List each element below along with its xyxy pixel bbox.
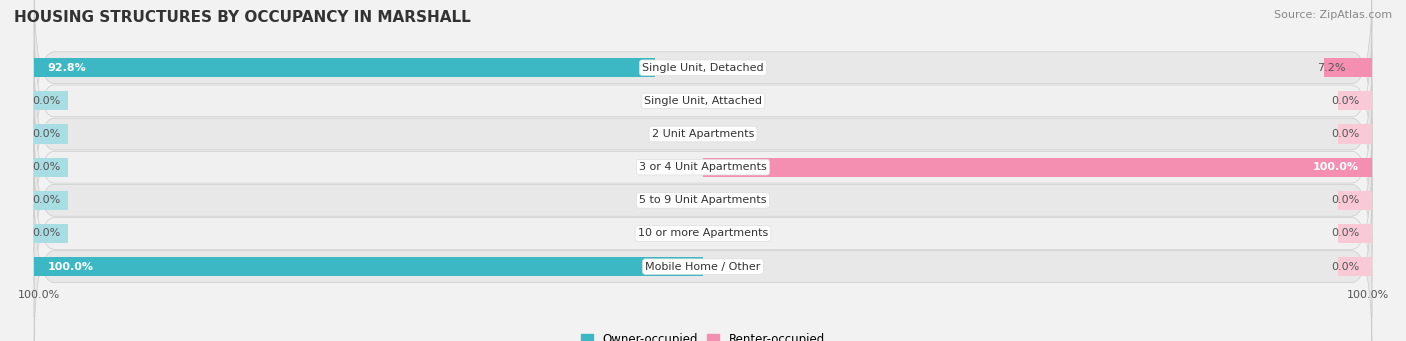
Bar [34,191,67,210]
Bar [34,124,67,144]
FancyBboxPatch shape [34,17,1372,184]
FancyBboxPatch shape [34,0,1372,151]
Text: 0.0%: 0.0% [1331,96,1360,106]
FancyBboxPatch shape [34,117,1372,284]
Bar [1323,58,1372,77]
Text: 2 Unit Apartments: 2 Unit Apartments [652,129,754,139]
Text: 10 or more Apartments: 10 or more Apartments [638,228,768,238]
Bar [1339,257,1372,276]
Bar [34,257,703,276]
Text: 92.8%: 92.8% [48,63,86,73]
Text: 0.0%: 0.0% [1331,262,1360,272]
Text: Single Unit, Attached: Single Unit, Attached [644,96,762,106]
FancyBboxPatch shape [34,183,1372,341]
Text: 0.0%: 0.0% [32,162,60,172]
Text: 3 or 4 Unit Apartments: 3 or 4 Unit Apartments [640,162,766,172]
Bar [1339,224,1372,243]
FancyBboxPatch shape [34,150,1372,317]
Bar [34,91,67,110]
Text: Single Unit, Detached: Single Unit, Detached [643,63,763,73]
Text: 100.0%: 100.0% [1312,162,1358,172]
Text: 0.0%: 0.0% [1331,129,1360,139]
Bar [34,224,67,243]
Text: 7.2%: 7.2% [1317,63,1346,73]
Bar [1339,124,1372,144]
FancyBboxPatch shape [34,50,1372,218]
Text: Source: ZipAtlas.com: Source: ZipAtlas.com [1274,10,1392,20]
Text: 0.0%: 0.0% [32,228,60,238]
Bar [34,158,67,177]
Text: 0.0%: 0.0% [1331,228,1360,238]
Legend: Owner-occupied, Renter-occupied: Owner-occupied, Renter-occupied [576,328,830,341]
Text: HOUSING STRUCTURES BY OCCUPANCY IN MARSHALL: HOUSING STRUCTURES BY OCCUPANCY IN MARSH… [14,10,471,25]
Text: 100.0%: 100.0% [1347,290,1389,300]
Text: 100.0%: 100.0% [48,262,94,272]
Bar [34,58,655,77]
Text: 5 to 9 Unit Apartments: 5 to 9 Unit Apartments [640,195,766,205]
Text: 0.0%: 0.0% [1331,195,1360,205]
Text: 0.0%: 0.0% [32,96,60,106]
Bar [1339,91,1372,110]
Text: 100.0%: 100.0% [17,290,59,300]
Text: 0.0%: 0.0% [32,129,60,139]
FancyBboxPatch shape [34,84,1372,251]
Text: 0.0%: 0.0% [32,195,60,205]
Text: Mobile Home / Other: Mobile Home / Other [645,262,761,272]
Bar [1339,191,1372,210]
Bar [703,158,1372,177]
